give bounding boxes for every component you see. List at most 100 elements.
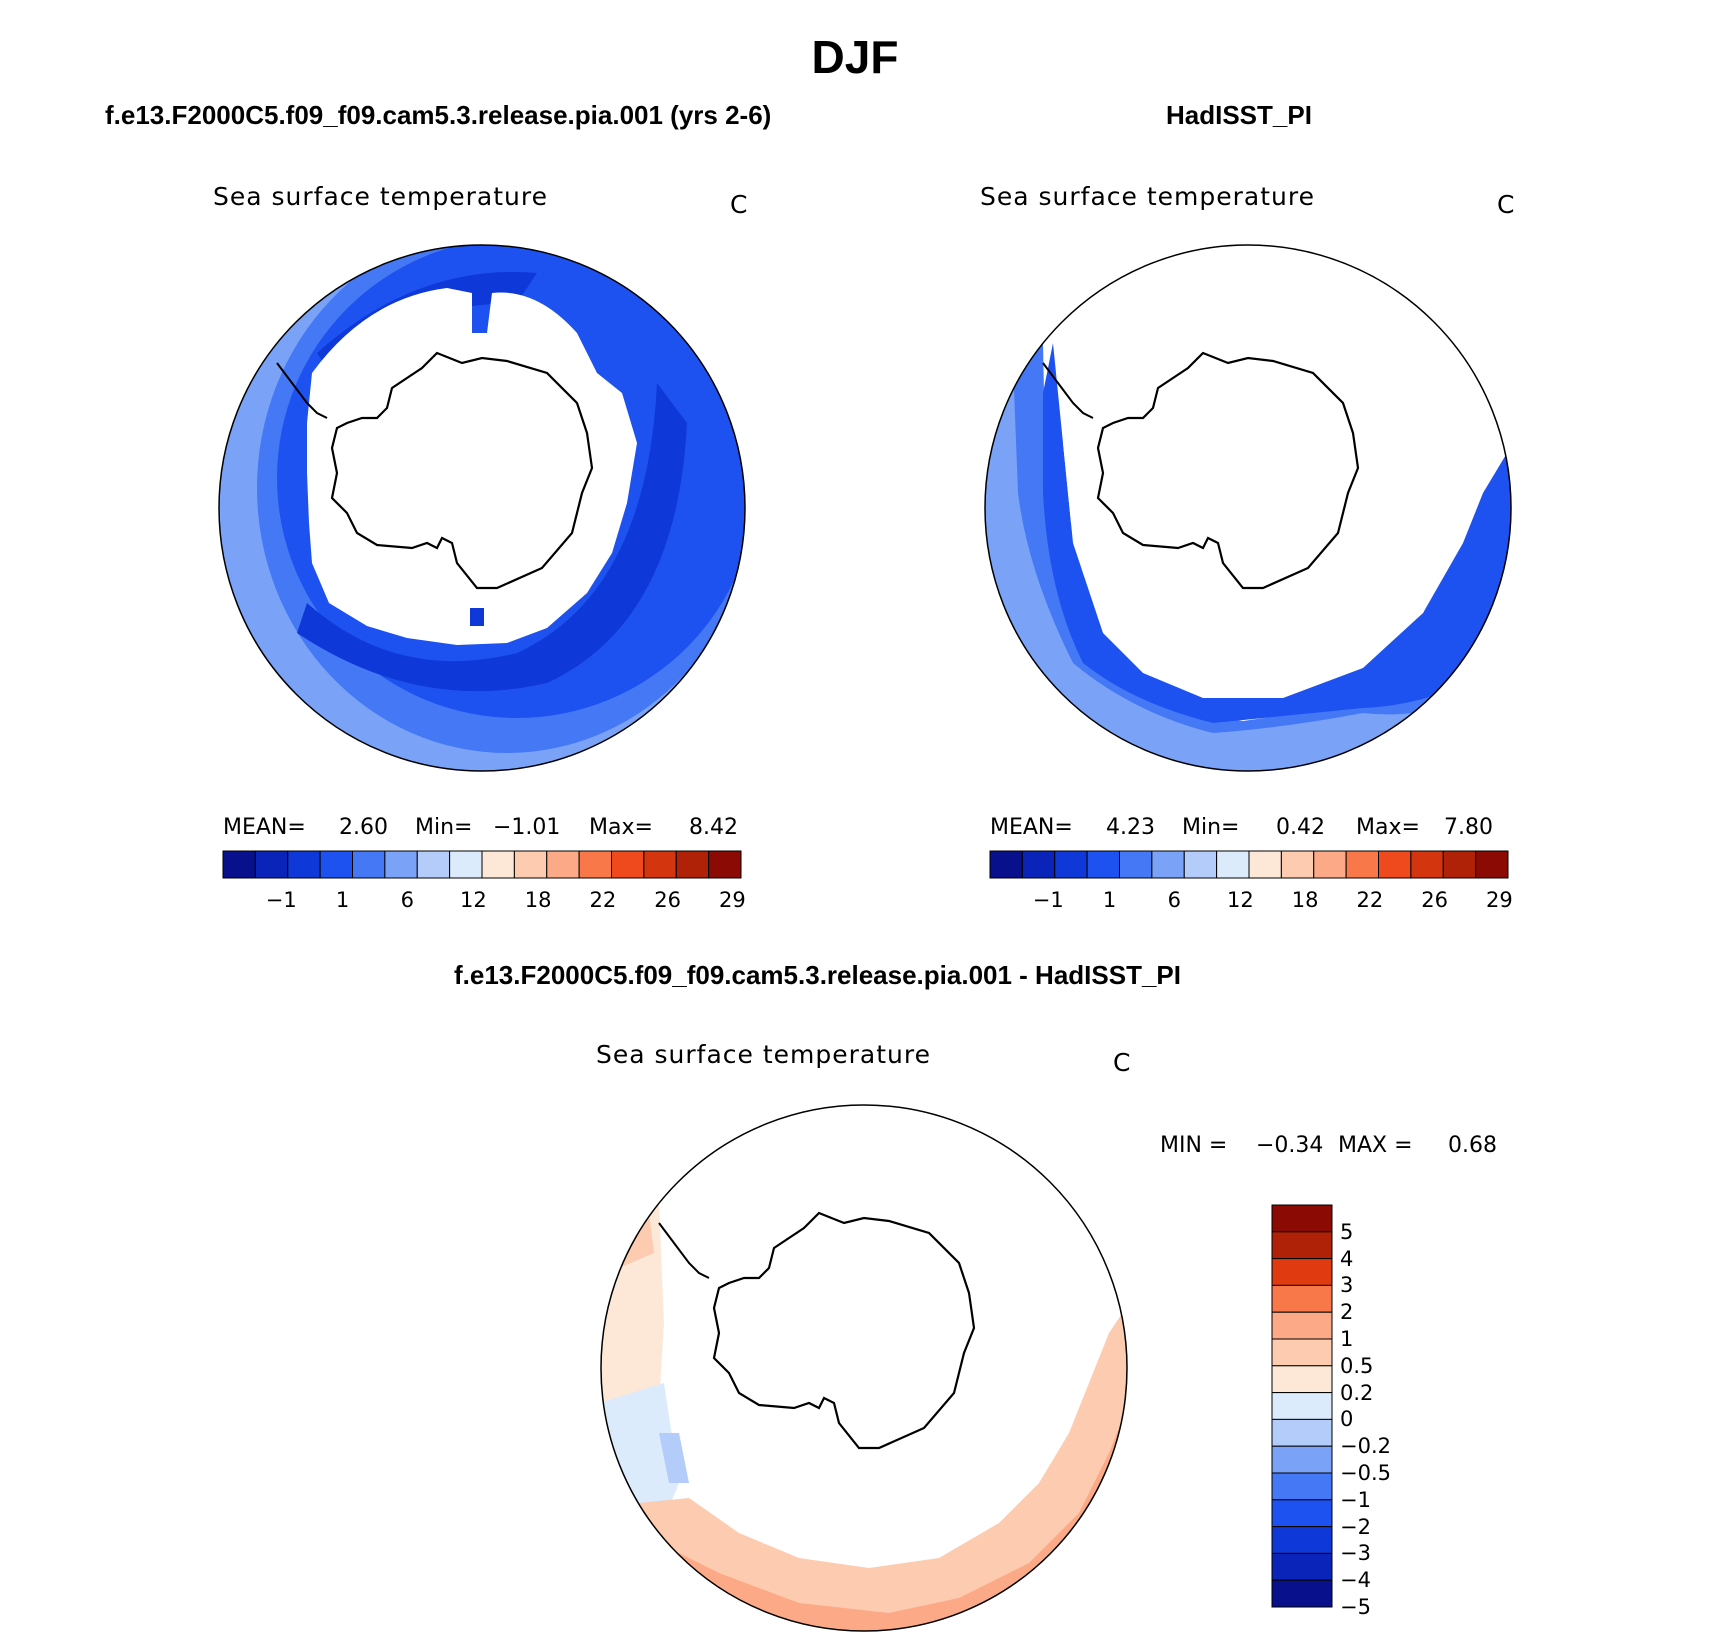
colorbar-tick-label: 3 xyxy=(1340,1273,1354,1298)
panel-2-stats: MEAN= 4.23 Min= 0.42 Max= 7.80 xyxy=(990,815,1510,845)
panel-3-colorbar-ticks: 5 4 3 2 1 0.5 0.2 0 −0.2 −0.5 −1 −2 −3 −4 −5 xyxy=(1340,1205,1440,1619)
colorbar-swatch xyxy=(254,850,289,879)
antarctica-coastline xyxy=(330,351,594,590)
colorbar-swatch xyxy=(1271,1418,1333,1447)
colorbar-tick-label: 22 xyxy=(589,888,617,912)
mean-value: 4.23 xyxy=(1106,815,1155,840)
sea-ice-region xyxy=(1043,245,1468,685)
colorbar-swatch xyxy=(1410,850,1444,879)
panel-2-colorbar-ticks: −1 1 6 12 18 22 26 29 xyxy=(990,888,1513,914)
colorbar-tick-label: 0.5 xyxy=(1340,1353,1374,1378)
colorbar-tick-label: 12 xyxy=(1227,888,1254,912)
min-value: −0.34 xyxy=(1256,1133,1324,1158)
min-value: −1.01 xyxy=(493,815,561,840)
colorbar-tick-label: 18 xyxy=(524,888,552,912)
panel-3-stats: MIN = −0.34 MAX = 0.68 xyxy=(1160,1133,1560,1163)
panel-3-unit-label: C xyxy=(1113,1048,1131,1077)
colorbar-tick-label: 2 xyxy=(1340,1300,1354,1325)
colorbar-swatch xyxy=(1151,850,1185,879)
colorbar-swatch xyxy=(1271,1499,1333,1528)
colorbar-swatch xyxy=(643,850,677,879)
max-label: Max= xyxy=(589,815,653,840)
max-label: Max= xyxy=(1356,815,1420,840)
antarctica-coastline xyxy=(1096,351,1360,590)
diff-cool-patch xyxy=(659,1433,689,1483)
antarctica-coastline xyxy=(712,1211,976,1450)
colorbar-swatch xyxy=(1216,850,1250,879)
colorbar-swatch xyxy=(1054,850,1088,879)
colorbar-swatch xyxy=(989,850,1023,879)
max-value: 7.80 xyxy=(1444,815,1493,840)
colorbar-tick-label: −1 xyxy=(1032,888,1064,912)
panel-1-colorbar-ticks: −1 1 6 12 18 22 26 29 xyxy=(223,888,746,914)
colorbar-tick-label: 22 xyxy=(1356,888,1384,912)
colorbar-swatch xyxy=(1280,850,1315,879)
panel-2-colorbar xyxy=(989,850,1509,879)
colorbar-swatch xyxy=(1271,1365,1333,1394)
colorbar-swatch xyxy=(1271,1311,1333,1340)
max-value: 0.68 xyxy=(1448,1133,1497,1158)
colorbar-tick-label: 0 xyxy=(1340,1407,1354,1432)
colorbar-tick-label: 29 xyxy=(1486,888,1513,912)
panel-1-stats: MEAN= 2.60 Min= −1.01 Max= 8.42 xyxy=(223,815,743,845)
peninsula-coastline xyxy=(276,362,328,419)
colorbar-tick-label: −0.5 xyxy=(1340,1461,1391,1485)
colorbar-tick-label: 26 xyxy=(654,888,681,912)
colorbar-swatch xyxy=(319,850,353,879)
colorbar-swatch xyxy=(546,850,580,879)
panel-1-variable-label: Sea surface temperature xyxy=(213,182,548,211)
max-label: MAX = xyxy=(1338,1133,1413,1158)
colorbar-tick-label: −5 xyxy=(1340,1595,1371,1619)
colorbar-tick-label: 26 xyxy=(1421,888,1448,912)
panel-3-variable-label: Sea surface temperature xyxy=(596,1040,931,1069)
colorbar-tick-label: 6 xyxy=(400,888,414,912)
colorbar-swatch xyxy=(1442,850,1477,879)
panel-1-title: f.e13.F2000C5.f09_f09.cam5.3.release.pia… xyxy=(105,100,772,130)
colorbar-swatch xyxy=(449,850,483,879)
colorbar-swatch xyxy=(1021,850,1056,879)
ocean-deep-top xyxy=(317,272,537,383)
colorbar-swatch xyxy=(1248,850,1282,879)
colorbar-swatch xyxy=(1271,1472,1333,1501)
max-value: 8.42 xyxy=(689,815,738,840)
colorbar-swatch xyxy=(708,850,742,879)
colorbar-tick-label: 0.2 xyxy=(1340,1380,1374,1405)
colorbar-swatch xyxy=(384,850,418,879)
diff-warm-south xyxy=(601,1303,1127,1631)
colorbar-swatch xyxy=(1475,850,1509,879)
colorbar-swatch xyxy=(1086,850,1120,879)
colorbar-swatch xyxy=(1271,1526,1333,1554)
colorbar-swatch xyxy=(1271,1231,1333,1260)
colorbar-swatch xyxy=(1119,850,1153,879)
colorbar-swatch xyxy=(1271,1258,1333,1286)
mean-label: MEAN= xyxy=(990,815,1073,840)
colorbar-tick-label: −0.2 xyxy=(1340,1434,1391,1459)
panel-3-colorbar xyxy=(1271,1204,1333,1608)
colorbar-tick-label: 18 xyxy=(1291,888,1319,912)
colorbar-tick-label: 1 xyxy=(335,888,350,912)
deep-patch xyxy=(470,608,484,626)
panel-2-title: HadISST_PI xyxy=(1166,100,1312,130)
min-value: 0.42 xyxy=(1276,815,1325,840)
colorbar-swatch xyxy=(1271,1445,1333,1474)
colorbar-swatch xyxy=(1271,1284,1333,1313)
colorbar-tick-label: −1 xyxy=(1340,1487,1371,1512)
panel-2-map xyxy=(984,244,1512,772)
panel-1-map xyxy=(218,244,746,772)
colorbar-swatch xyxy=(513,850,548,879)
colorbar-tick-label: 6 xyxy=(1167,888,1181,912)
peninsula-coastline xyxy=(1042,362,1094,419)
colorbar-swatch xyxy=(1271,1579,1333,1608)
colorbar-swatch xyxy=(287,850,321,879)
colorbar-swatch xyxy=(1313,850,1347,879)
panel-3-map xyxy=(600,1104,1128,1632)
min-label: MIN = xyxy=(1160,1133,1228,1158)
colorbar-tick-label: −3 xyxy=(1340,1541,1371,1566)
colorbar-swatch xyxy=(1271,1338,1333,1367)
colorbar-swatch xyxy=(675,850,710,879)
min-label: Min= xyxy=(1182,815,1240,840)
colorbar-swatch xyxy=(416,850,451,879)
colorbar-tick-label: 5 xyxy=(1340,1219,1354,1244)
main-title: DJF xyxy=(811,31,899,83)
colorbar-swatch xyxy=(1183,850,1218,879)
